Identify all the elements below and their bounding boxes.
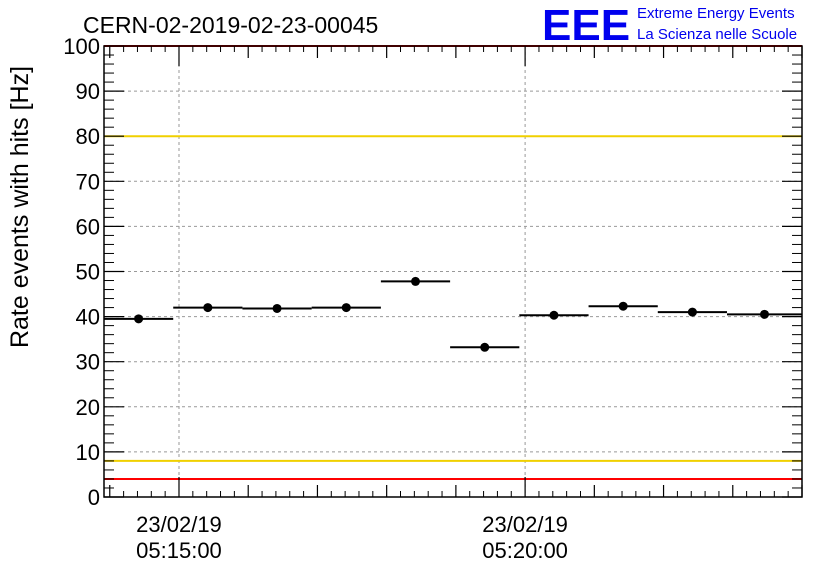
data-point-marker [618,301,628,311]
y-tick-label: 80 [76,124,100,149]
y-tick-label: 30 [76,350,100,375]
y-tick-label: 10 [76,440,100,465]
plot-frame [103,45,803,498]
reference-lines [104,45,802,480]
y-tick-label: 90 [76,79,100,104]
data-point-marker [687,307,697,317]
data-series [104,276,802,352]
y-axis-label: Rate events with hits [Hz] [6,66,34,348]
data-point-marker [411,276,421,286]
y-tick-label: 50 [76,260,100,285]
eee-logo-line1: Extreme Energy Events [637,5,795,22]
data-point-marker [549,310,559,320]
y-tick-label: 40 [76,305,100,330]
chart-title: CERN-02-2019-02-23-00045 [83,12,378,38]
data-point-marker [480,342,490,352]
y-tick-label: 60 [76,214,100,239]
data-point-marker [760,309,770,319]
eee-logo: EEE Extreme Energy Events La Scienza nel… [542,1,797,50]
x-tick-label-time: 05:15:00 [136,538,222,563]
y-tick-label: 20 [76,395,100,420]
data-point-marker [203,303,213,313]
data-point-marker [134,314,144,324]
y-tick-labels: 0 10 20 30 40 50 60 70 80 90 100 [63,34,100,510]
x-tick-label-date: 23/02/19 [482,512,568,537]
eee-logo-letters: EEE [542,1,630,50]
eee-logo-line2: La Scienza nelle Scuole [637,26,797,43]
y-tick-label: 100 [63,34,100,59]
data-point-marker [341,303,351,313]
data-point-marker [272,303,282,313]
x-tick-label-date: 23/02/19 [136,512,222,537]
y-tick-label: 70 [76,169,100,194]
grid-lines [104,46,802,497]
y-tick-label: 0 [88,485,100,510]
x-tick-label-time: 05:20:00 [482,538,568,563]
